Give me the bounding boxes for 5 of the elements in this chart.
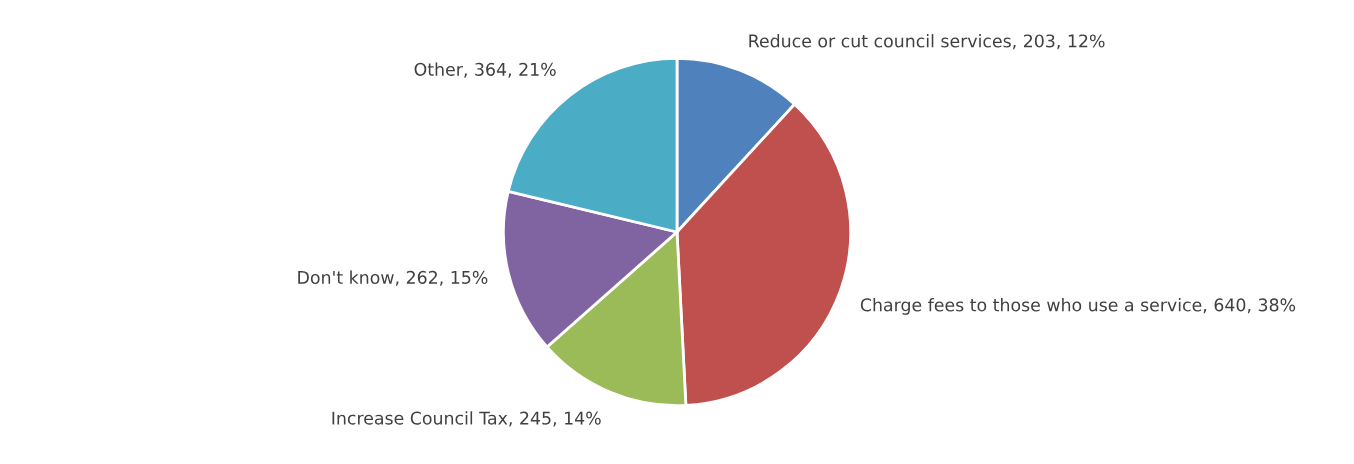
slice-label: Other, 364, 21% — [414, 62, 556, 78]
slice-label: Reduce or cut council services, 203, 12% — [749, 34, 1105, 50]
slice-label: Charge fees to those who use a service, 640, 38% — [860, 298, 1296, 315]
slice-label: Don't know, 262, 15% — [298, 270, 488, 286]
slice-label: Increase Council Tax, 245, 14% — [332, 411, 601, 427]
